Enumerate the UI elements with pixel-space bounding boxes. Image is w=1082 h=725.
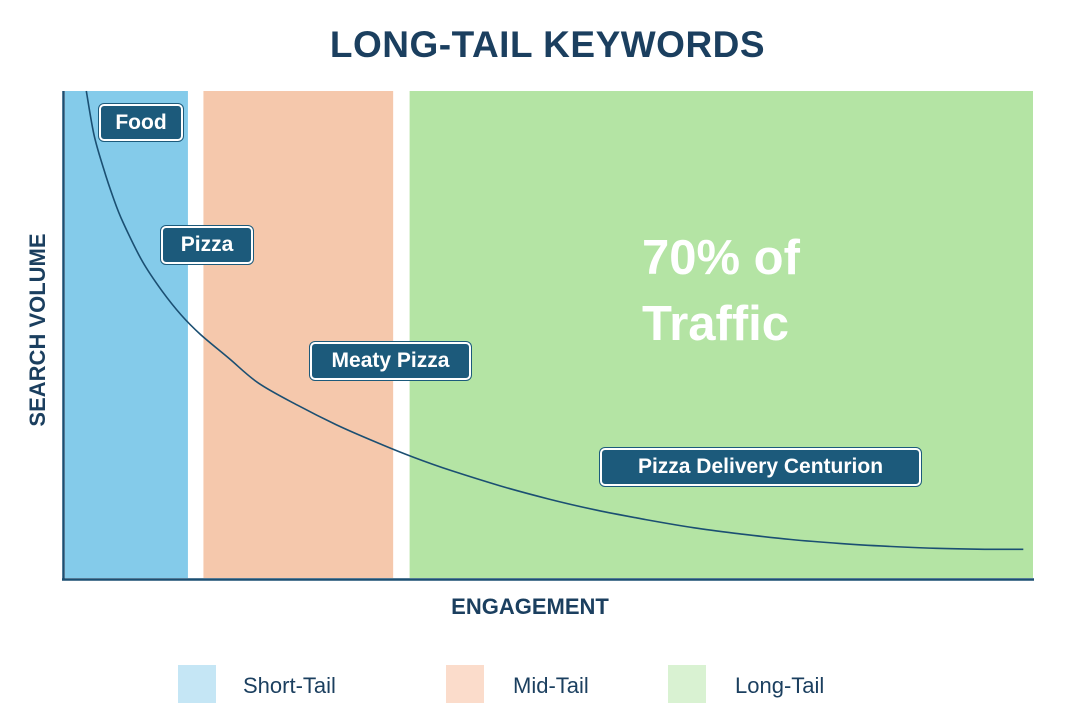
keyword-label-pizza-delivery-centurion: Pizza Delivery Centurion bbox=[600, 448, 921, 486]
traffic-annotation-line2: Traffic bbox=[642, 297, 790, 351]
legend-label-short-tail: Short-Tail bbox=[243, 673, 336, 698]
legend-label-long-tail: Long-Tail bbox=[735, 673, 825, 698]
search-volume-curve bbox=[85, 90, 1024, 551]
keyword-label-pizza: Pizza bbox=[161, 226, 253, 264]
legend-swatch-long-tail bbox=[668, 665, 706, 703]
region-band-mid-tail bbox=[203, 91, 394, 578]
traffic-annotation: 70% of Traffic bbox=[642, 225, 982, 357]
keyword-label-meaty-pizza: Meaty Pizza bbox=[310, 342, 471, 380]
region-band-short-tail bbox=[65, 91, 188, 578]
y-axis-label-text: SEARCH VOLUME bbox=[25, 233, 50, 427]
legend-label-mid-tail: Mid-Tail bbox=[513, 673, 589, 698]
chart-title: LONG-TAIL KEYWORDS bbox=[329, 24, 766, 65]
region-layer bbox=[65, 91, 1033, 578]
x-axis-label: ENGAGEMENT bbox=[451, 594, 609, 619]
legend-swatch-short-tail bbox=[178, 665, 216, 703]
legend-swatch-mid-tail bbox=[446, 665, 484, 703]
traffic-annotation-line1: 70% of bbox=[642, 231, 800, 285]
region-band-long-tail bbox=[409, 91, 1033, 578]
keyword-label-food: Food bbox=[99, 104, 183, 141]
